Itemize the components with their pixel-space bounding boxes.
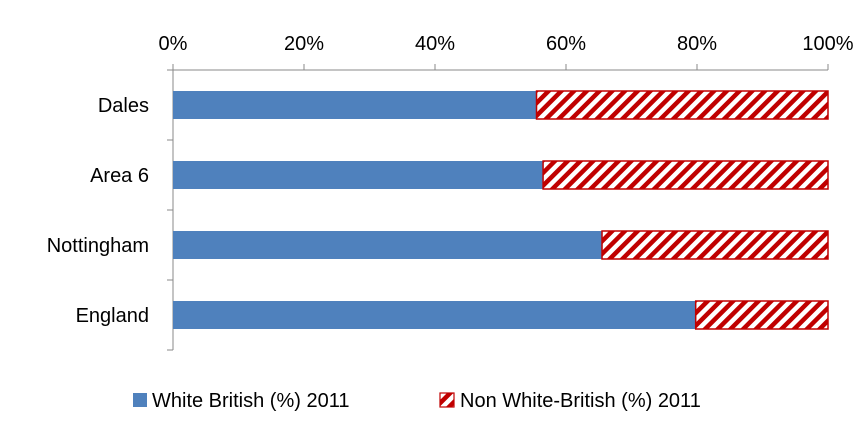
labels: 0% 20% 40% 60% 80% 100% Dales Area 6 Nottingham E… xyxy=(47,33,854,327)
bar-white-british xyxy=(173,161,544,189)
category-label: Nottingham xyxy=(47,235,149,257)
legend-swatch xyxy=(439,392,455,408)
x-tick-label: 80% xyxy=(677,33,717,55)
x-tick-label: 60% xyxy=(546,33,586,55)
category-label: Area 6 xyxy=(90,165,149,187)
x-tick-label: 100% xyxy=(802,33,853,55)
bar-white-british xyxy=(173,231,603,259)
legend-swatch xyxy=(133,393,147,407)
bars xyxy=(173,90,829,330)
category-label: Dales xyxy=(98,95,149,117)
x-tick-label: 20% xyxy=(284,33,324,55)
bar-non-white-british xyxy=(535,90,829,120)
bar-non-white-british xyxy=(694,300,829,330)
legend: White British (%) 2011 Non White-British … xyxy=(133,390,701,412)
x-tick-label: 40% xyxy=(415,33,455,55)
bar-non-white-british xyxy=(601,230,829,260)
legend-item: White British (%) 2011 xyxy=(133,390,349,412)
x-tick-label: 0% xyxy=(159,33,188,55)
legend-item: Non White-British (%) 2011 xyxy=(439,390,701,412)
legend-label: White British (%) 2011 xyxy=(152,390,349,412)
bar-non-white-british xyxy=(542,160,829,190)
bar-white-british xyxy=(173,91,537,119)
bar-white-british xyxy=(173,301,696,329)
category-label: England xyxy=(76,305,149,327)
legend-label: Non White-British (%) 2011 xyxy=(460,390,701,412)
